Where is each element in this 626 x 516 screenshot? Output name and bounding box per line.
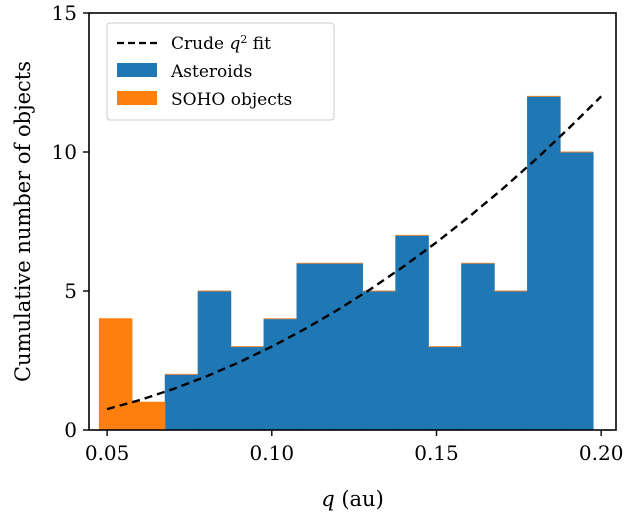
legend-box	[106, 22, 335, 121]
legend-fit-text: Crude	[171, 34, 229, 54]
legend: Crude q2 fit Asteroids SOHO objects	[106, 22, 335, 121]
asteroid-bar-13	[527, 96, 561, 431]
asteroid-bar-10	[428, 346, 462, 430]
soho-bar-1	[131, 402, 166, 430]
asteroid-bar-11	[461, 263, 495, 430]
asteroid-bar-4	[230, 346, 265, 430]
x-axis-label-var: q	[321, 487, 334, 511]
y-tick-label-3: 15	[52, 1, 77, 25]
x-tick-label-3: 0.20	[579, 441, 624, 465]
asteroid-bar-2	[164, 374, 199, 430]
y-axis-label: Cumulative number of objects	[11, 61, 35, 382]
legend-fit-sup: 2	[240, 33, 247, 46]
legend-swatch-soho	[117, 91, 157, 105]
legend-label-soho: SOHO objects	[171, 90, 292, 110]
legend-label-fit: Crude q2 fit	[171, 33, 271, 55]
asteroid-bar-9	[395, 235, 429, 430]
y-tick-label-0: 0	[64, 418, 77, 442]
x-tick-label-0: 0.05	[85, 441, 130, 465]
asteroid-bar-14	[560, 152, 594, 430]
y-tick-label-2: 10	[52, 140, 77, 164]
legend-fit-tail: fit	[247, 34, 271, 54]
legend-label-asteroids: Asteroids	[170, 62, 252, 82]
legend-swatch-asteroids	[117, 63, 157, 77]
x-axis-label: q (au)	[321, 487, 384, 511]
x-tick-label-1: 0.10	[250, 441, 295, 465]
bars-layer	[98, 95, 594, 431]
asteroid-bar-12	[494, 291, 528, 430]
asteroid-bar-6	[296, 263, 331, 430]
y-tick-label-1: 5	[64, 279, 77, 303]
plot-frame	[88, 12, 617, 431]
x-axis-label-unit: (au)	[335, 487, 384, 511]
x-axis: 0.05 0.10 0.15 0.20	[85, 430, 624, 465]
x-tick-label-2: 0.15	[414, 441, 459, 465]
asteroid-bar-3	[197, 291, 232, 430]
y-axis: 0 5 10 15	[52, 1, 89, 442]
soho-bar-0	[98, 318, 133, 430]
asteroid-bar-8	[362, 291, 396, 430]
legend-fit-var: q	[229, 34, 240, 54]
asteroid-bar-7	[329, 263, 363, 430]
